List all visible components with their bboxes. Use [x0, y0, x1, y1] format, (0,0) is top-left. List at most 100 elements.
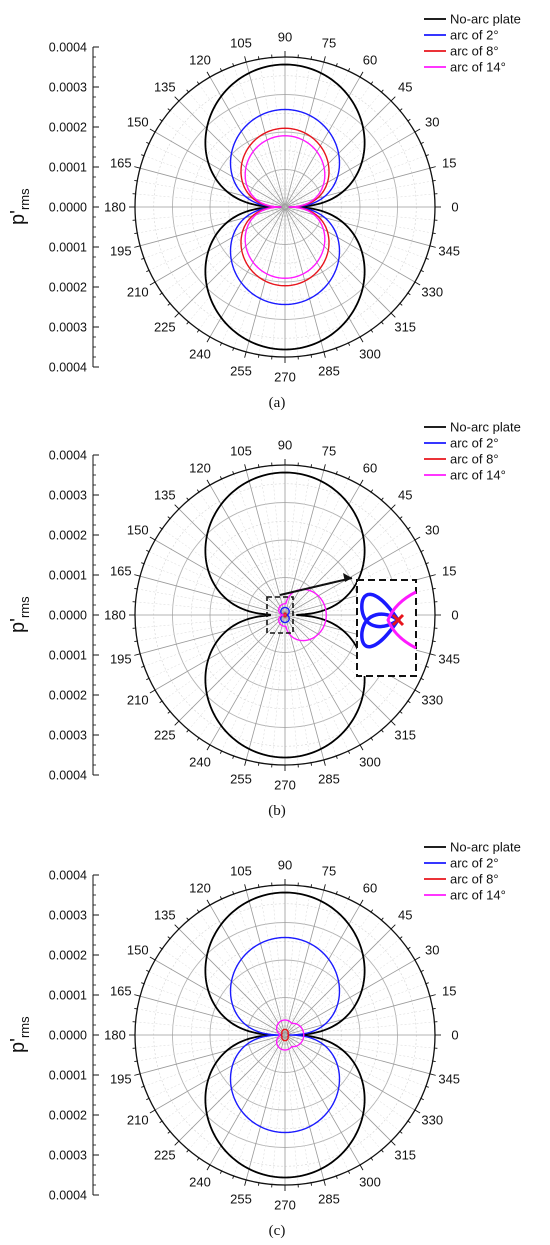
angle-tick [432, 232, 436, 235]
grid-spoke [188, 919, 286, 1036]
grid-spoke [284, 206, 382, 323]
grid-spoke [258, 1034, 286, 1183]
angle-tick [257, 354, 260, 358]
radial-tick-label: 0.0003 [49, 909, 87, 923]
angle-tick [167, 516, 171, 519]
grid-spoke [284, 508, 392, 616]
angle-tick [219, 342, 223, 346]
grid-spoke [284, 1034, 401, 1132]
grid-spoke [284, 614, 349, 752]
legend-label: No-arc plate [450, 420, 521, 435]
angle-tick [414, 1109, 421, 1114]
angle-tick [370, 909, 374, 913]
angle-tick [244, 759, 247, 766]
angle-tick [244, 464, 247, 471]
grid-spoke [221, 478, 286, 616]
grid-spoke [245, 470, 286, 616]
angle-tick [407, 526, 411, 530]
angle-tick [381, 89, 384, 93]
angle-tick [420, 969, 424, 973]
angle-tick-label: 225 [154, 320, 176, 335]
angle-tick-label: 135 [154, 79, 176, 94]
grid-spoke [284, 470, 325, 616]
angle-tick-label: 240 [189, 347, 211, 362]
angle-tick [232, 891, 235, 895]
angle-tick [390, 504, 396, 510]
angle-tick [381, 917, 384, 921]
grid-spoke [188, 206, 286, 323]
grid-spoke [284, 206, 430, 247]
grid-spoke [284, 614, 299, 765]
angle-tick [174, 924, 180, 930]
angle-tick [335, 471, 338, 475]
angle-tick-label: 15 [442, 156, 456, 171]
angle-tick [196, 909, 200, 913]
angle-tick [244, 884, 247, 891]
angle-tick-label: 240 [189, 1175, 211, 1190]
angle-tick [370, 329, 374, 333]
angle-tick [134, 653, 141, 656]
angle-tick [174, 504, 180, 510]
angle-tick [399, 936, 403, 939]
grid-spoke [284, 206, 349, 344]
grid-spoke [258, 467, 286, 616]
angle-tick [134, 994, 141, 997]
angle-tick [359, 336, 364, 343]
angle-tick-label: 30 [425, 523, 439, 538]
angle-tick [335, 755, 338, 759]
grid-spoke [284, 890, 325, 1036]
grid-spoke [284, 1034, 299, 1185]
grid-spoke [271, 885, 286, 1036]
angle-tick [167, 711, 171, 714]
angle-tick-label: 330 [421, 285, 443, 300]
grid-spoke [284, 206, 312, 355]
grid-spoke [198, 491, 286, 616]
grid-spoke [284, 919, 382, 1036]
grid-spoke [169, 206, 286, 304]
angle-tick [323, 884, 326, 891]
grid-spoke [245, 62, 286, 208]
grid-spoke [284, 76, 361, 208]
angle-tick-label: 255 [230, 364, 252, 379]
angle-tick [420, 141, 424, 145]
angle-tick [146, 549, 150, 553]
grid-spoke [284, 971, 422, 1036]
grid-spoke [148, 1034, 286, 1099]
grid-spoke [258, 206, 286, 355]
grid-spoke [154, 1034, 286, 1111]
series-line-3 [283, 612, 287, 618]
angle-tick [206, 744, 211, 751]
angle-tick-label: 75 [322, 443, 336, 458]
angle-tick [310, 56, 313, 60]
grid-spoke [284, 995, 430, 1036]
grid-spoke [284, 484, 361, 616]
angle-tick [186, 89, 189, 93]
radial-tick-label: 0.0002 [49, 689, 87, 703]
radial-tick-label: 0.0003 [49, 81, 87, 95]
angle-tick [390, 1140, 396, 1146]
grid-spoke [271, 465, 286, 616]
grid-spoke [198, 614, 286, 739]
grid-spoke [284, 1034, 325, 1180]
grid-spoke [188, 91, 286, 208]
angle-tick-label: 165 [110, 984, 132, 999]
angle-tick [359, 1164, 364, 1171]
angle-tick [196, 1157, 200, 1161]
legend-label: arc of 8° [450, 44, 499, 59]
grid-spoke [284, 1034, 372, 1159]
grid-spoke [284, 959, 416, 1036]
angle-tick [335, 63, 338, 67]
angle-tick [425, 257, 429, 260]
zoom-source-box [266, 596, 294, 634]
angle-tick-label: 345 [438, 1071, 460, 1086]
grid-spoke [143, 983, 286, 1036]
angle-tick [425, 665, 429, 668]
angle-tick [206, 71, 211, 78]
polar-chart-2: 0 15 30 45 60 75 90 105 120 135 150 165 180 195 210 225… [7, 420, 521, 820]
grid-spoke [284, 110, 401, 208]
grid-spoke [284, 1034, 409, 1122]
radial-tick-label: 0.0003 [49, 489, 87, 503]
grid-spoke [178, 614, 286, 722]
